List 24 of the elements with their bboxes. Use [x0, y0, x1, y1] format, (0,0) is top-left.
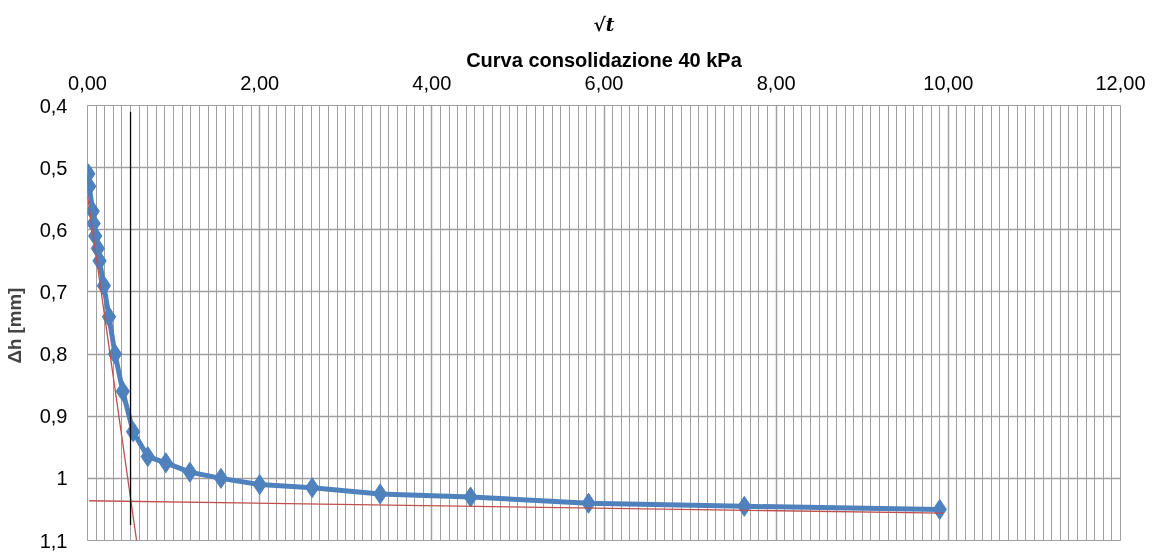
point: [213, 467, 229, 489]
y-tick-label: 0,6: [39, 218, 68, 241]
y-axis-title: Δh [mm]: [3, 287, 25, 364]
point: [182, 461, 198, 483]
y-tick-label: 0,5: [39, 156, 68, 179]
point: [107, 343, 123, 365]
x-tick-label: 2,00: [240, 71, 280, 94]
chart-subtitle: Curva consolidazione 40 kPa: [466, 48, 743, 71]
y-tick-label: 1,1: [39, 529, 68, 552]
chart-title: √t: [593, 12, 615, 35]
x-tick-label: 8,00: [756, 71, 796, 94]
point: [125, 421, 141, 443]
point: [96, 275, 112, 297]
x-tick-label: 0,00: [68, 71, 107, 94]
x-tick-label: 10,00: [923, 71, 974, 94]
x-tick-label: 12,00: [1095, 71, 1146, 94]
y-tick-label: 0,4: [39, 94, 68, 117]
y-tick-label: 1: [56, 467, 68, 490]
x-tick-label: 6,00: [584, 71, 624, 94]
y-tick-label: 0,7: [39, 280, 68, 303]
y-tick-label: 0,8: [39, 343, 68, 366]
point: [101, 306, 117, 328]
y-tick-label: 0,9: [39, 405, 68, 428]
x-tick-label: 4,00: [412, 71, 452, 94]
